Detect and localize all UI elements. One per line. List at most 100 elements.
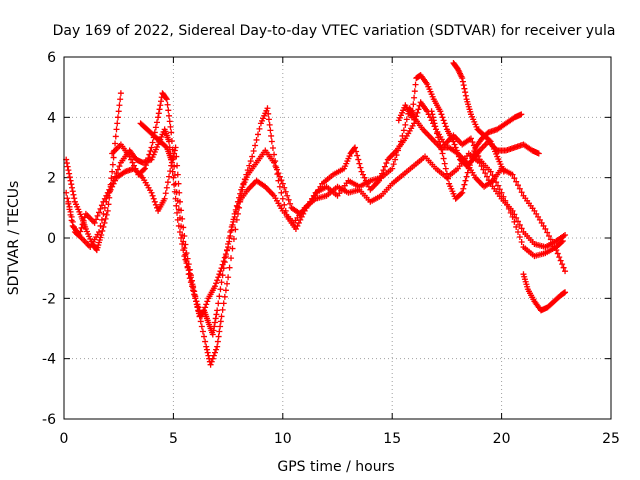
data-point	[547, 236, 554, 243]
data-point	[486, 137, 493, 144]
data-point	[237, 190, 244, 197]
data-point	[214, 338, 221, 345]
data-point	[168, 137, 175, 144]
data-point	[315, 186, 322, 193]
data-point	[411, 94, 418, 101]
data-point	[441, 160, 448, 167]
data-point	[224, 280, 231, 287]
data-point	[411, 120, 418, 127]
data-point	[211, 283, 218, 290]
data-point	[97, 222, 104, 229]
data-point	[109, 183, 116, 190]
data-point	[211, 319, 218, 326]
data-point	[199, 310, 206, 317]
data-point	[439, 150, 446, 157]
data-point	[100, 210, 107, 217]
data-point	[203, 301, 210, 308]
data-point	[292, 225, 299, 232]
data-point	[538, 219, 545, 226]
data-point	[267, 127, 274, 134]
data-point	[246, 162, 253, 169]
data-point	[518, 225, 525, 232]
data-point	[101, 204, 108, 211]
data-point	[214, 307, 221, 314]
data-point	[203, 343, 210, 350]
data-point	[188, 283, 195, 290]
data-point	[149, 192, 156, 199]
data-point	[464, 169, 471, 176]
data-point	[155, 110, 162, 117]
data-point	[432, 126, 439, 133]
series-track-9	[520, 271, 569, 314]
data-point	[102, 215, 109, 222]
data-point	[513, 178, 520, 185]
data-point	[295, 219, 302, 226]
data-point	[494, 182, 501, 189]
data-point	[268, 132, 275, 139]
data-point	[364, 180, 371, 187]
data-point	[518, 239, 525, 246]
data-point	[459, 75, 466, 82]
data-point	[163, 96, 170, 103]
data-point	[462, 89, 469, 96]
data-point	[389, 165, 396, 172]
data-point	[287, 200, 294, 207]
data-point	[507, 209, 514, 216]
series-track-5	[137, 120, 175, 163]
data-point	[181, 245, 188, 252]
data-point	[216, 293, 223, 300]
data-point	[429, 111, 436, 118]
y-tick-label: 2	[47, 171, 56, 187]
data-point	[80, 217, 87, 224]
data-point	[214, 343, 221, 350]
data-point	[465, 165, 472, 172]
data-point	[462, 177, 469, 184]
data-point	[185, 261, 192, 268]
data-point	[190, 287, 197, 294]
data-point	[432, 123, 439, 130]
data-point	[148, 144, 155, 151]
data-point	[518, 111, 525, 118]
x-axis-label: GPS time / hours	[277, 459, 394, 475]
data-point	[392, 156, 399, 163]
data-point	[413, 113, 420, 120]
data-point	[220, 258, 227, 265]
data-point	[226, 264, 233, 271]
data-point	[414, 109, 421, 116]
data-point	[199, 328, 206, 335]
data-point	[489, 172, 496, 179]
data-point	[467, 158, 474, 165]
data-point	[171, 163, 178, 170]
data-point	[480, 166, 487, 173]
data-point	[381, 163, 388, 170]
data-point	[500, 193, 507, 200]
data-point	[221, 254, 228, 261]
data-point	[308, 198, 315, 205]
data-point	[162, 143, 169, 150]
data-point	[509, 171, 516, 178]
data-point	[351, 145, 358, 152]
data-point	[357, 164, 364, 171]
data-point	[218, 279, 225, 286]
data-point	[232, 226, 239, 233]
data-point	[471, 148, 478, 155]
data-point	[146, 151, 153, 158]
data-point	[213, 280, 220, 287]
data-point	[131, 162, 138, 169]
data-point	[437, 108, 444, 115]
data-point	[356, 160, 363, 167]
x-tick-label: 20	[493, 431, 511, 447]
data-point	[78, 224, 85, 231]
data-point	[455, 153, 462, 160]
data-point	[438, 111, 445, 118]
data-point	[441, 120, 448, 127]
data-point	[163, 95, 170, 102]
data-point	[165, 107, 172, 114]
data-point	[460, 82, 467, 89]
data-point	[272, 163, 279, 170]
data-point	[79, 221, 86, 228]
data-point	[219, 272, 226, 279]
data-point	[109, 161, 116, 168]
data-point	[515, 182, 522, 189]
